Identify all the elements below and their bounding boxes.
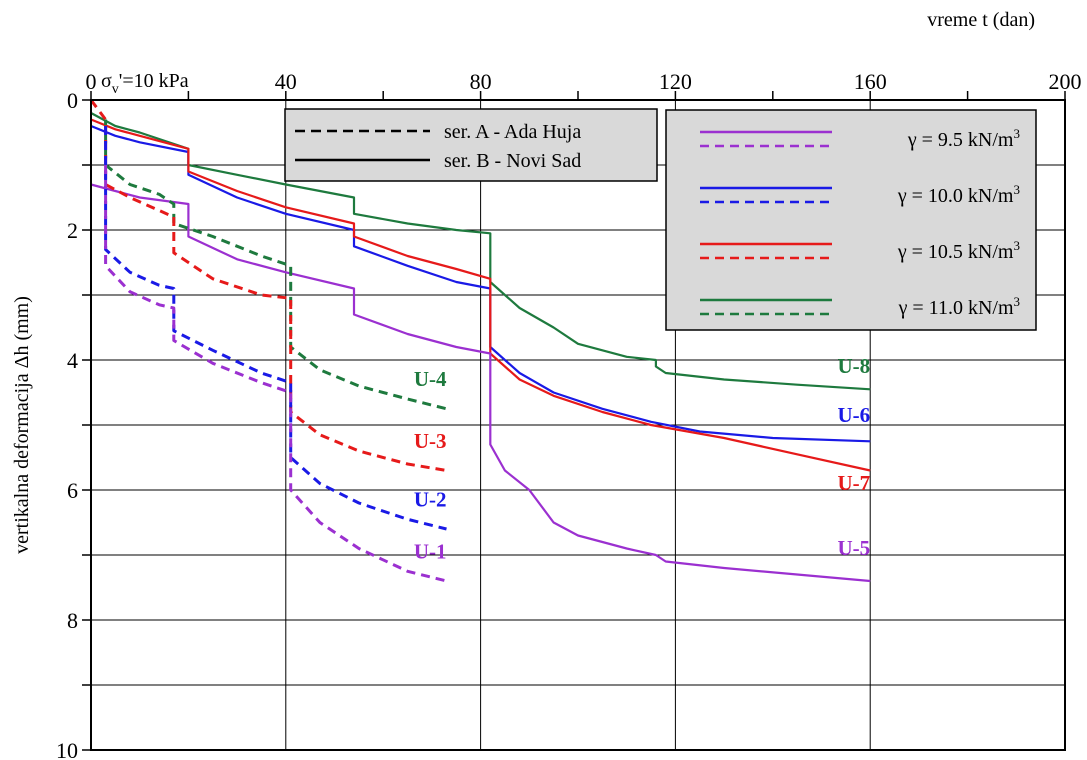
series-line-u-4 xyxy=(104,119,447,411)
y-tick-label: 0 xyxy=(67,88,78,113)
x-tick-labels: 0 40 80 120 160 200 xyxy=(86,69,1082,94)
curves xyxy=(89,99,871,583)
legend-line-style: ser. A - Ada Huja ser. B - Novi Sad xyxy=(284,108,658,182)
curve-label-u-2: U-2 xyxy=(414,487,447,511)
x-tick-label: 200 xyxy=(1049,69,1082,94)
x-axis-label: vreme t (dan) xyxy=(927,9,1035,31)
curve-label-u-8: U-8 xyxy=(838,354,871,378)
legend-unit-weight: γ = 9.5 kN/m3 γ = 10.0 kN/m3 γ = 10.5 kN/m… xyxy=(665,109,1037,331)
series-line-u-5 xyxy=(90,183,871,583)
stress-annotation: σv'=10 kPa xyxy=(101,70,189,97)
curve-label-u-4: U-4 xyxy=(414,367,447,391)
curve-labels: U-8 U-6 U-7 U-5 U-4 U-3 U-2 U-1 xyxy=(414,354,870,563)
legend-gamma-label: γ = 10.0 kN/m3 xyxy=(897,182,1020,207)
series-line-u-7 xyxy=(90,118,871,472)
series-line-u-1 xyxy=(104,165,447,583)
legend-series-a-label: ser. A - Ada Huja xyxy=(444,121,581,143)
x-tick-label: 40 xyxy=(275,69,297,94)
curve-label-u-3: U-3 xyxy=(414,429,447,453)
x-tick-label: 120 xyxy=(659,69,692,94)
legend-gamma-label: γ = 11.0 kN/m3 xyxy=(898,294,1020,319)
y-axis-label: vertikalna deformacija Δh (mm) xyxy=(11,296,33,554)
y-tick-labels: 0 2 4 6 8 10 xyxy=(56,88,78,760)
curve-label-u-5: U-5 xyxy=(838,536,871,560)
series-line-u-2 xyxy=(104,126,447,531)
legend-line-style-box xyxy=(284,108,658,182)
y-tick-label: 8 xyxy=(67,608,78,633)
x-tick-label: 160 xyxy=(854,69,887,94)
legend-gamma-label: γ = 9.5 kN/m3 xyxy=(907,126,1020,151)
curve-label-u-7: U-7 xyxy=(838,471,871,495)
y-tick-label: 4 xyxy=(67,348,78,373)
y-tick-label: 2 xyxy=(67,218,78,243)
curve-label-u-6: U-6 xyxy=(838,403,871,427)
y-tick-label: 10 xyxy=(56,738,78,760)
legend-series-b-label: ser. B - Novi Sad xyxy=(444,150,581,172)
series-line-u-3 xyxy=(89,99,447,472)
x-tick-label: 0 xyxy=(86,69,97,94)
x-tick-label: 80 xyxy=(470,69,492,94)
tick-marks xyxy=(82,91,1066,751)
legend-unit-weight-box xyxy=(665,109,1037,331)
curve-label-u-1: U-1 xyxy=(414,539,447,563)
legend-gamma-label: γ = 10.5 kN/m3 xyxy=(897,238,1020,263)
y-tick-label: 6 xyxy=(67,478,78,503)
